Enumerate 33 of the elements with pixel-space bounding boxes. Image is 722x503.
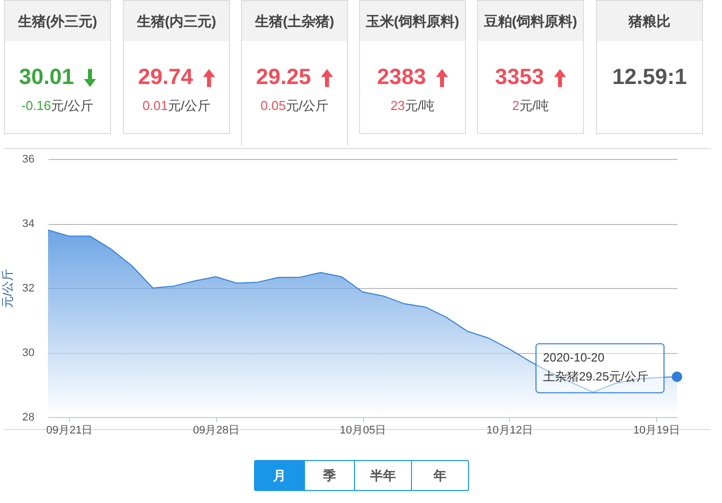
y-tick-label: 28 bbox=[22, 412, 34, 424]
y-tick-label: 36 bbox=[22, 154, 34, 166]
x-tick-label: 10月05日 bbox=[340, 424, 386, 436]
y-tick-label: 32 bbox=[22, 282, 34, 294]
category-label: 季 bbox=[304, 461, 354, 490]
category-label: 猪粮比 bbox=[597, 1, 702, 41]
text: 29.25 bbox=[256, 64, 312, 89]
category-label: 玉米(饲料原料) bbox=[360, 1, 465, 41]
text: 0.05元/公斤 bbox=[260, 97, 330, 115]
y-axis-title: 元/公斤 bbox=[0, 268, 14, 308]
x-tick-label: 10月12日 bbox=[486, 424, 534, 436]
category-label: 月 bbox=[255, 461, 304, 490]
category-label: 半年 bbox=[354, 461, 411, 490]
text: 3353 bbox=[495, 64, 544, 89]
category-label: 年 bbox=[411, 461, 468, 490]
text: 12.59:1 bbox=[612, 64, 687, 89]
category-label: 豆粕(饲料原料) bbox=[478, 1, 583, 41]
text: -0.16元/公斤 bbox=[20, 97, 95, 115]
text: 2元/吨 bbox=[511, 97, 550, 115]
y-tick-label: 30 bbox=[22, 347, 34, 359]
x-tick-label: 09月28日 bbox=[192, 424, 240, 436]
x-tick-label: 10月19日 bbox=[633, 424, 680, 436]
category-label: 生猪(土杂猪) bbox=[242, 1, 347, 41]
text: 23元/吨 bbox=[389, 97, 436, 115]
text: 30.01 bbox=[18, 64, 74, 89]
category-label: 生猪(内三元) bbox=[124, 1, 229, 41]
y-tick-label: 34 bbox=[22, 218, 34, 230]
text: 2383 bbox=[377, 64, 426, 89]
text: 0.01元/公斤 bbox=[142, 97, 212, 115]
annotation: 2020-10-20 土杂猪29.25元/公斤 bbox=[543, 350, 648, 384]
text: 29.74 bbox=[138, 64, 194, 89]
x-tick-label: 09月21日 bbox=[46, 424, 93, 436]
category-label: 生猪(外三元) bbox=[5, 1, 110, 41]
